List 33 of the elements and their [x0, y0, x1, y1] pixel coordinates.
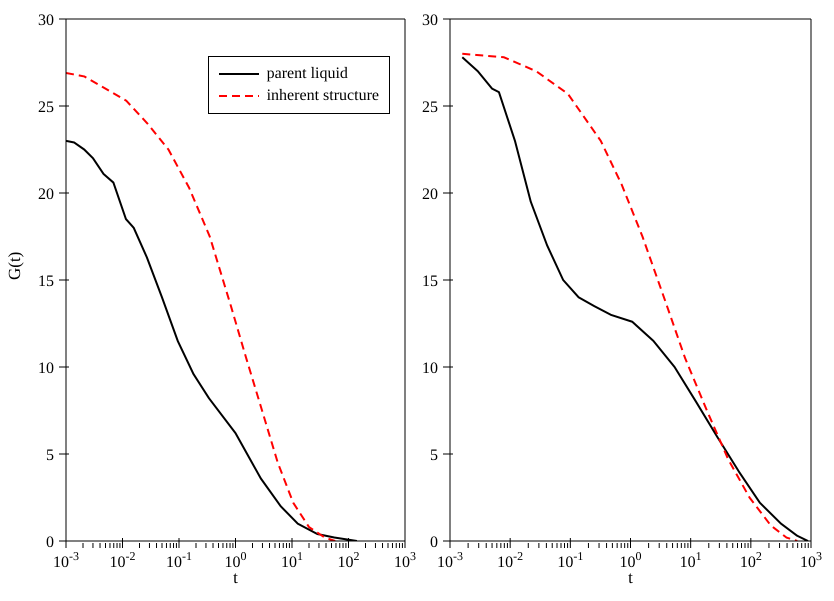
legend-label: inherent structure — [266, 86, 379, 106]
y-tick-label: 30 — [422, 12, 438, 29]
x-tick-label: 10$^{0}$ — [620, 549, 642, 571]
y-axis-title: G(t) — [5, 252, 24, 280]
x-tick-label: 10$^{-1}$ — [166, 549, 192, 571]
x-tick-label: 10$^{3}$ — [800, 549, 822, 571]
y-tick-label: 10 — [38, 360, 54, 377]
y-tick-label: 0 — [46, 534, 54, 551]
x-tick-label: 10$^{3}$ — [394, 549, 416, 571]
y-tick-label: 15 — [422, 273, 438, 290]
y-tick-label: 0 — [430, 534, 438, 551]
y-tick-label: 20 — [422, 186, 438, 203]
y-tick-label: 25 — [38, 99, 54, 116]
y-tick-label: 15 — [38, 273, 54, 290]
x-tick-label: 10$^{-3}$ — [53, 549, 79, 571]
y-tick-label: 25 — [422, 99, 438, 116]
x-tick-label: 10$^{1}$ — [680, 549, 702, 571]
x-tick-label: 10$^{0}$ — [224, 549, 246, 571]
y-tick-label: 5 — [46, 447, 54, 464]
x-tick-label: 10$^{1}$ — [281, 549, 303, 571]
y-tick-label: 5 — [430, 447, 438, 464]
y-tick-label: 10 — [422, 360, 438, 377]
x-axis-title: t — [628, 568, 634, 587]
x-tick-label: 10$^{-2}$ — [497, 549, 524, 571]
x-axis-title: t — [233, 568, 238, 587]
x-tick-label: 10$^{-1}$ — [557, 549, 584, 571]
y-tick-label: 20 — [38, 186, 54, 203]
y-tick-label: 30 — [38, 12, 54, 29]
legend-label: parent liquid — [266, 64, 348, 84]
x-tick-label: 10$^{2}$ — [338, 549, 360, 571]
x-tick-label: 10$^{2}$ — [740, 549, 762, 571]
x-tick-label: 10$^{-2}$ — [110, 549, 136, 571]
x-tick-label: 10$^{-3}$ — [437, 549, 463, 571]
